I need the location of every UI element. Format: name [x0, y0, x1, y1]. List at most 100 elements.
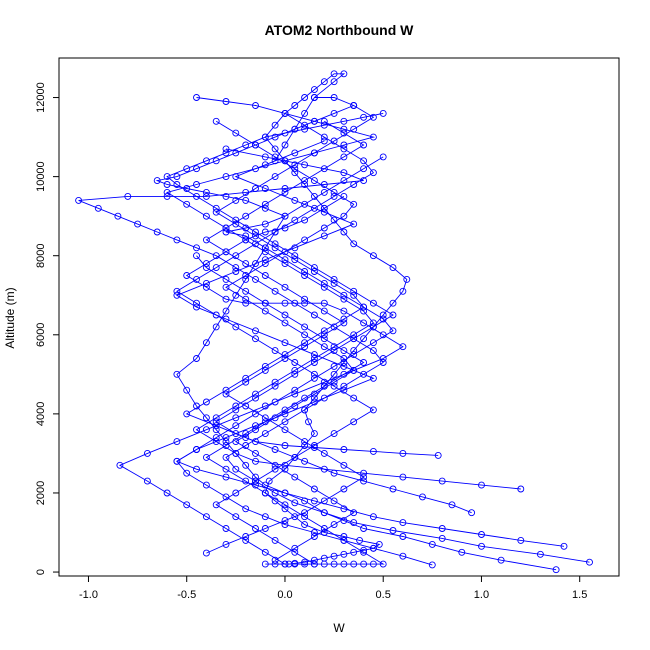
data-point: [212, 264, 220, 272]
data-point: [428, 540, 436, 548]
data-point: [301, 181, 309, 188]
data-point: [301, 339, 309, 347]
x-tick-label: -0.5: [177, 589, 196, 601]
data-point: [369, 113, 377, 121]
data-point: [291, 548, 299, 556]
data-point: [379, 560, 387, 568]
data-point: [232, 268, 240, 275]
data-point: [222, 248, 230, 256]
data-point: [291, 513, 299, 521]
data-point: [360, 525, 368, 532]
data-point: [271, 240, 279, 248]
data-point: [310, 533, 318, 540]
data-point: [271, 347, 279, 355]
data-point: [281, 319, 289, 327]
data-point: [183, 410, 191, 418]
data-point: [301, 406, 309, 414]
x-tick-label: 1.0: [474, 589, 489, 601]
data-point: [586, 558, 593, 566]
data-point: [379, 359, 387, 366]
series-2: [75, 145, 593, 566]
data-point: [389, 527, 397, 534]
data-point: [202, 236, 210, 244]
data-point: [261, 161, 269, 169]
data-point: [301, 121, 309, 129]
data-point: [330, 497, 338, 505]
data-point: [310, 149, 318, 157]
data-point: [202, 188, 210, 196]
data-point: [350, 366, 358, 374]
data-point: [320, 165, 328, 173]
y-tick-label: 10000: [35, 161, 47, 192]
data-point: [193, 165, 200, 173]
data-point: [458, 548, 466, 556]
data-point: [222, 390, 230, 398]
data-point: [360, 165, 368, 173]
data-point: [202, 453, 210, 461]
data-point: [261, 489, 269, 497]
series-line: [176, 156, 433, 566]
data-point: [389, 485, 397, 493]
data-point: [261, 256, 269, 264]
data-point: [242, 299, 250, 307]
data-point: [360, 359, 368, 366]
data-point: [252, 481, 259, 489]
data-point: [340, 295, 348, 303]
data-point: [271, 556, 279, 564]
data-point: [143, 449, 151, 457]
data-point: [320, 343, 328, 351]
data-point: [242, 232, 250, 240]
data-point: [291, 386, 299, 394]
data-point: [310, 394, 318, 402]
data-point: [222, 173, 230, 181]
data-point: [340, 550, 348, 558]
data-point: [232, 465, 240, 473]
data-point: [252, 473, 259, 481]
data-point: [310, 556, 318, 564]
data-point: [252, 438, 259, 446]
series-4: [116, 192, 407, 568]
data-point: [222, 453, 230, 461]
data-point: [320, 283, 328, 291]
data-point: [360, 141, 368, 149]
data-point: [310, 374, 318, 382]
data-point: [232, 173, 240, 181]
data-point: [163, 192, 171, 200]
data-point: [350, 418, 358, 426]
data-point: [360, 157, 368, 165]
data-point: [222, 473, 230, 481]
data-point: [340, 141, 348, 149]
data-point: [301, 177, 309, 185]
data-point: [232, 430, 240, 438]
data-point: [330, 109, 338, 117]
data-point: [301, 216, 309, 224]
data-point: [271, 173, 279, 181]
data-point: [369, 133, 377, 141]
data-point: [291, 473, 299, 481]
data-point: [320, 560, 328, 568]
y-tick-label: 12000: [35, 82, 47, 113]
data-point: [340, 536, 348, 544]
data-point: [281, 517, 289, 525]
data-point: [212, 157, 220, 165]
data-point: [301, 457, 309, 465]
data-point: [202, 192, 210, 200]
data-point: [242, 402, 250, 410]
data-point: [271, 121, 279, 129]
data-point: [212, 204, 220, 212]
data-point: [340, 117, 348, 125]
data-point: [252, 477, 259, 485]
data-point: [163, 181, 171, 188]
data-point: [389, 264, 397, 272]
data-point: [350, 560, 358, 568]
data-point: [340, 347, 348, 355]
data-point: [340, 153, 348, 161]
series-line: [118, 196, 404, 565]
data-point: [193, 299, 200, 307]
data-point: [261, 513, 269, 521]
data-point: [468, 509, 476, 517]
data-point: [375, 540, 383, 548]
series-5: [193, 252, 387, 568]
data-point: [369, 560, 377, 568]
data-point: [242, 141, 250, 149]
